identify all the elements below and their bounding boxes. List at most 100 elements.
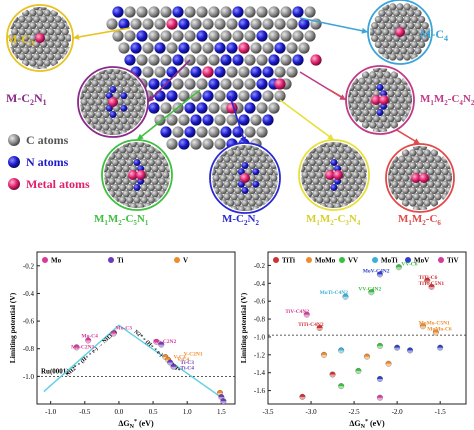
reference-line-label: Ru(0001) (41, 367, 69, 375)
sheet-c-atom (178, 90, 190, 102)
sheet-n-atom (196, 102, 208, 114)
ring-c-atom (127, 92, 135, 100)
ring-c-atom (407, 47, 415, 55)
data-point-shade (407, 350, 413, 354)
ring-metal-atom (136, 170, 146, 180)
ring-c-atom (370, 28, 375, 36)
ring-c-atom (400, 9, 408, 17)
ring-n-atom (252, 180, 260, 188)
ring-c-atom (129, 142, 137, 148)
ring-c-atom (112, 117, 121, 125)
legend-label-mo: Mo (51, 257, 62, 265)
ring-c-atom (87, 98, 96, 106)
ring-c-atom (362, 96, 370, 104)
ring-c-atom (420, 155, 428, 163)
ring-c-atom (412, 155, 420, 163)
point-annotation: Mo-C2N2 (153, 339, 176, 345)
data-point-shade (329, 374, 336, 378)
ring-c-atom (270, 174, 278, 182)
ring-c-atom (389, 3, 397, 11)
sheet-n-atom (214, 66, 226, 78)
ring-c-atom (133, 146, 141, 154)
ring-n-atom (330, 183, 338, 192)
ring-c-atom (255, 186, 263, 195)
data-point-shade (303, 314, 310, 318)
ring-c-atom (98, 117, 106, 125)
ring-c-atom (32, 15, 41, 23)
sheet-c-atom (124, 30, 136, 42)
ring-c-atom (348, 90, 352, 98)
x-axis-unit: (eV) (137, 419, 154, 428)
sheet-c-atom (256, 126, 268, 138)
arrow-m1m2_c5n1 (137, 133, 144, 140)
sheet-c-atom (262, 18, 274, 30)
sheet-n-atom (166, 90, 178, 102)
ring-c-atom (416, 161, 424, 170)
sheet-c-atom (190, 42, 202, 54)
ring-c-atom (358, 90, 366, 98)
ring-c-atom (155, 183, 163, 192)
ring-c-atom (341, 152, 349, 160)
x-axis-unit: (eV) (368, 419, 385, 428)
ring-c-atom (378, 9, 386, 17)
ring-c-atom (94, 85, 103, 94)
ring-metal-atom (128, 170, 138, 180)
ring-c-atom (118, 158, 127, 167)
ring-c-atom (212, 174, 220, 182)
sheet-c-atom (226, 18, 238, 30)
sheet-c-atom (172, 126, 184, 138)
ring-c-atom (111, 158, 120, 167)
sheet-c-atom (286, 18, 298, 30)
ring-c-atom (11, 28, 19, 36)
sheet-n-atom (292, 6, 304, 18)
sheet-c-atom (250, 114, 262, 126)
ring-c-atom (234, 149, 242, 157)
ring-c-atom (348, 190, 356, 198)
sheet-n-atom (178, 42, 190, 54)
connector-m1m2_c5n1 (136, 89, 201, 141)
legend-label-v: V (183, 257, 188, 265)
sheet-c-atom (232, 78, 244, 90)
ring-c-atom (131, 110, 139, 119)
sheet-c-atom (244, 78, 256, 90)
point-annotation: Ti-C4 (180, 365, 194, 371)
ring-c-atom (365, 102, 373, 110)
ring-c-atom (352, 158, 360, 167)
ring-c-atom (344, 158, 352, 167)
arrow-m_c2n2 (240, 136, 247, 143)
ring-c-atom (18, 40, 26, 48)
ring-c-atom (401, 102, 409, 110)
legend-label-ti: Ti (117, 257, 124, 265)
structure-m1m2-c6 (385, 143, 455, 213)
ring-c-atom (410, 40, 418, 49)
data-point-shade (377, 378, 383, 382)
arrow-m1m2_c3n4 (327, 134, 334, 140)
ring-c-atom (398, 83, 406, 92)
sheet-n-atom (232, 54, 244, 66)
sheet-c-atom (262, 90, 274, 102)
ring-metal-atom (419, 173, 429, 183)
sheet-c-atom (238, 90, 250, 102)
ring-c-atom (430, 174, 438, 182)
sheet-c-atom (274, 90, 286, 102)
sheet-c-atom (214, 138, 226, 150)
ring-c-atom (137, 142, 145, 148)
sheet-n-atom (148, 102, 160, 114)
ring-c-atom (245, 155, 253, 163)
ring-c-atom (216, 168, 224, 176)
connector-lines (72, 17, 421, 145)
sheet-c-atom (232, 30, 244, 42)
data-point-shade (342, 296, 349, 300)
ring-c-atom (245, 193, 253, 201)
sheet-n-atom (262, 114, 274, 126)
data-point-shade (110, 333, 117, 337)
ring-c-atom (252, 155, 260, 163)
ring-c-atom (362, 71, 370, 79)
ring-c-atom (57, 21, 66, 30)
sheet-n-atom (232, 6, 244, 18)
sheet-metal-atom (274, 78, 286, 90)
ring-c-atom (127, 104, 135, 112)
x-tick-label: 0.0 (115, 408, 124, 416)
ring-c-atom (123, 123, 132, 131)
